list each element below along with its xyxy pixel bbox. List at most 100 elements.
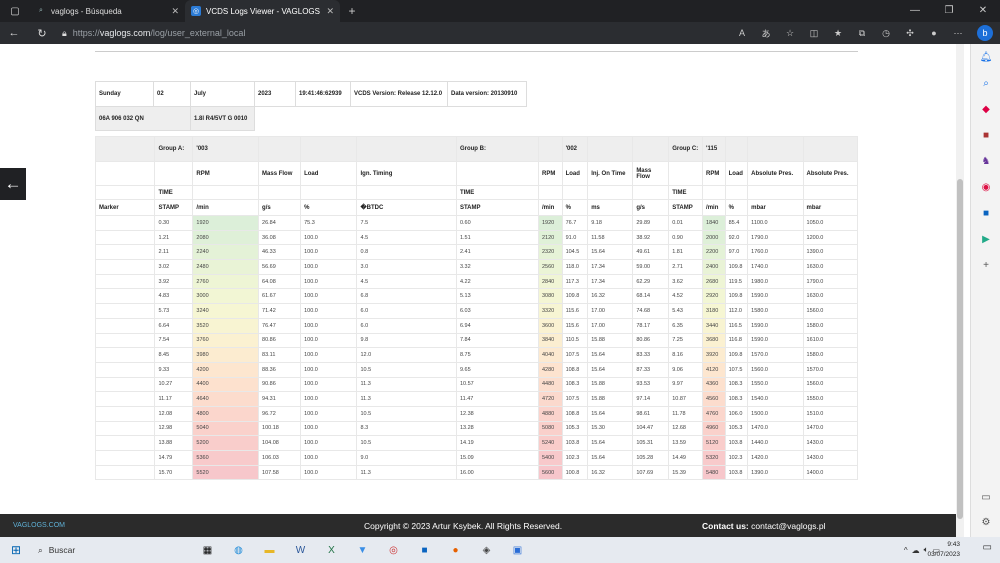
add-sidebar-icon[interactable]: + <box>983 259 989 271</box>
log-cell: 15.64 <box>587 405 634 422</box>
chevron-up-icon[interactable]: ^ <box>903 545 908 555</box>
maximize-icon[interactable]: ❐ <box>944 5 954 16</box>
vcds-icon[interactable]: ▣ <box>512 544 523 556</box>
log-cell: 4760 <box>702 405 726 422</box>
col-load-c: Load <box>724 161 749 186</box>
log-cell: 1540.0 <box>747 391 804 407</box>
page-scrollbar[interactable] <box>956 44 964 537</box>
speaker-icon[interactable]: 🔈︎ <box>923 545 929 554</box>
refresh-icon[interactable]: ↻ <box>37 27 47 40</box>
log-cell: 103.8 <box>724 464 749 481</box>
group-a-label: Group A: <box>154 136 194 162</box>
read-aloud-icon[interactable]: A <box>738 28 745 38</box>
outlook-icon[interactable]: ■ <box>982 207 990 219</box>
favorites-icon[interactable]: ★ <box>833 27 843 38</box>
edge-icon[interactable]: ◍ <box>234 544 243 556</box>
close-tab-icon[interactable]: ✕ <box>326 5 334 16</box>
table-row: 3.92 2760 64.08 100.0 4.5 4.22 2840 117.3 17.34 6… <box>94 273 859 290</box>
games-icon[interactable]: ♞ <box>981 155 991 167</box>
log-cell: 4.83 <box>154 288 194 305</box>
log-cell: 13.59 <box>668 435 704 451</box>
log-cell: 4960 <box>702 420 726 437</box>
shopping-icon[interactable]: ◆ <box>982 103 990 115</box>
table-row: 0.30 1920 26.84 75.3 7.5 0.60 1920 76.7 9.18 29.8… <box>94 215 859 231</box>
marker-cell <box>94 229 156 246</box>
log-cell: 7.5 <box>356 215 457 231</box>
log-cell: 6.64 <box>154 317 194 334</box>
chrome-icon[interactable]: ◎ <box>389 544 398 556</box>
history-icon[interactable]: ◷ <box>882 27 890 38</box>
taskbar-search[interactable]: ⌕ Buscar <box>32 540 192 560</box>
word-icon[interactable]: W <box>295 544 306 556</box>
url-field[interactable]: 🔒︎ https://vaglogs.com/log/user_external… <box>62 25 742 42</box>
profile-avatar-icon[interactable]: ● <box>931 28 937 38</box>
log-cell: 12.0 <box>356 347 457 363</box>
log-cell: 2840 <box>537 273 563 290</box>
more-menu-icon[interactable]: ⋯ <box>953 27 963 38</box>
app-icon[interactable]: ▼ <box>357 544 368 556</box>
contact-email-link[interactable]: contact@vaglogs.pl <box>751 520 826 531</box>
log-cell: 62.29 <box>632 273 670 290</box>
log-cell: 1840 <box>702 215 726 231</box>
log-cell: 107.69 <box>632 464 670 481</box>
taskbar-clock[interactable]: 9:43 03/07/2023 <box>927 540 960 560</box>
favorite-star-icon[interactable]: ☆ <box>785 27 795 38</box>
box-app-icon[interactable]: ◈ <box>482 544 491 556</box>
network-icon[interactable]: ▭ <box>932 545 940 555</box>
extensions-icon[interactable]: ✣ <box>906 27 914 38</box>
new-tab-icon[interactable]: + <box>348 4 356 18</box>
marker-cell <box>94 288 156 305</box>
back-icon[interactable]: ← <box>8 27 20 39</box>
header-engine: 1.8l R4/5VT G 0010 <box>190 106 255 131</box>
collections-icon[interactable]: ⧉ <box>858 27 866 38</box>
windows-start-icon[interactable]: ⊞ <box>10 543 22 557</box>
search-sidebar-icon[interactable]: ⌕ <box>983 77 989 89</box>
log-cell: 1580.0 <box>802 317 859 334</box>
taskbar-search-label: Buscar <box>48 545 76 555</box>
onedrive-icon[interactable]: ☁ <box>911 545 920 555</box>
log-cell: 100.0 <box>300 435 358 451</box>
log-cell: 3980 <box>192 347 260 363</box>
log-cell: 100.0 <box>300 317 358 334</box>
col-abs-pres-1: Absolute Pres. <box>747 161 804 186</box>
outlook-taskbar-icon[interactable]: ■ <box>421 544 428 556</box>
log-cell: 108.3 <box>561 376 589 393</box>
split-screen-icon[interactable]: ◫ <box>809 27 819 38</box>
group-b-label: Group B: <box>455 136 539 162</box>
window-menu-icon[interactable]: ▢ <box>10 5 20 17</box>
sidebar-layout-icon[interactable]: ▭ <box>981 491 991 503</box>
table-row: 12.08 4800 96.72 100.0 10.5 12.38 4880 108.8 15.… <box>94 405 859 422</box>
close-window-icon[interactable]: ✕ <box>978 5 988 16</box>
bing-copilot-icon[interactable]: b <box>977 25 993 41</box>
marker-cell <box>94 361 156 378</box>
translate-icon[interactable]: あ <box>761 28 771 39</box>
file-explorer-icon[interactable]: ▬ <box>264 544 275 556</box>
office-icon[interactable]: ◉ <box>981 181 991 193</box>
col-rpm-b: RPM <box>537 161 563 186</box>
log-cell: 5040 <box>192 420 260 437</box>
log-cell: 3.92 <box>154 273 194 290</box>
log-cell: 76.47 <box>258 317 302 334</box>
tab-search[interactable]: ⌕ vaglogs - Búsqueda ✕ <box>30 0 185 22</box>
log-cell: 100.0 <box>300 244 358 261</box>
unit-cell: g/s <box>632 199 670 216</box>
excel-icon[interactable]: X <box>328 544 335 556</box>
tools-icon[interactable]: ■ <box>982 129 990 141</box>
log-cell: 1500.0 <box>747 405 804 422</box>
url-prefix: https:// <box>72 28 100 38</box>
tab-vaglogs[interactable]: ◎ VCDS Logs Viewer - VAGLOGS ✕ <box>185 0 340 22</box>
notification-center-icon[interactable]: ▭ <box>982 542 992 553</box>
firefox-icon[interactable]: ● <box>452 544 459 556</box>
sidebar-settings-icon[interactable]: ⚙ <box>981 516 991 528</box>
drop-icon[interactable]: ▶ <box>982 233 990 245</box>
scrollbar-thumb[interactable] <box>957 179 963 519</box>
back-arrow-icon[interactable]: ← <box>0 168 26 200</box>
log-cell: 12.08 <box>154 405 194 422</box>
footer-brand-link[interactable]: VAGLOGS.COM <box>13 522 65 529</box>
minimize-icon[interactable]: — <box>910 5 920 16</box>
log-cell: 1590.0 <box>747 288 804 305</box>
notifications-icon[interactable]: 🔔︎ <box>979 51 993 63</box>
log-cell: 14.79 <box>154 450 194 466</box>
close-tab-icon[interactable]: ✕ <box>171 5 179 16</box>
taskview-icon[interactable]: ▦ <box>202 544 213 556</box>
